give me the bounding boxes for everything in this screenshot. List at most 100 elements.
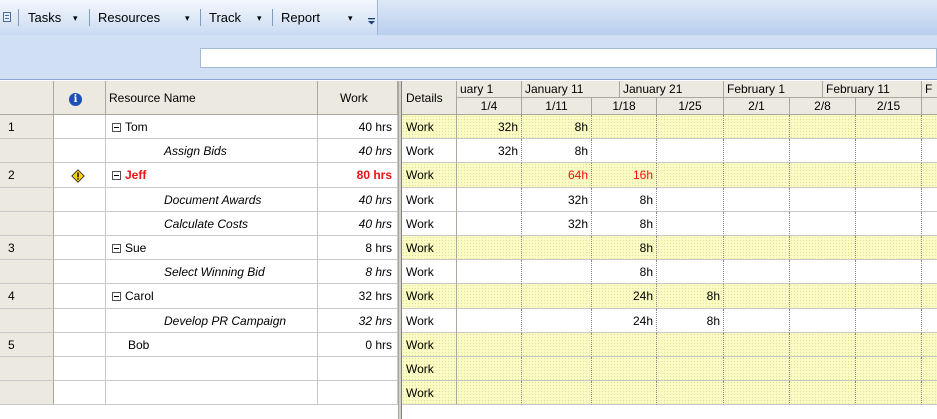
usage-cell[interactable] — [724, 187, 790, 212]
usage-cell[interactable] — [592, 139, 657, 164]
usage-cell[interactable]: 24h — [592, 284, 657, 309]
toolbar-grip-icon[interactable] — [3, 12, 11, 22]
usage-cell[interactable] — [522, 357, 592, 382]
resource-name[interactable] — [106, 357, 318, 382]
row-number[interactable]: 1 — [0, 115, 54, 140]
timescale-week[interactable] — [922, 98, 937, 115]
resource-name[interactable] — [106, 381, 318, 406]
details-header[interactable]: Details — [402, 81, 457, 115]
resource-name[interactable]: Sue — [106, 236, 318, 261]
toolbar-overflow-icon[interactable] — [367, 12, 376, 26]
usage-cell[interactable] — [856, 357, 922, 382]
resources-menu[interactable]: Resources — [98, 10, 161, 25]
row-number[interactable] — [0, 357, 54, 382]
timescale-week[interactable]: 1/4 — [457, 98, 522, 115]
warning-icon[interactable] — [71, 169, 85, 184]
usage-cell[interactable] — [457, 357, 522, 382]
assignment-name[interactable]: Calculate Costs — [106, 211, 318, 236]
row-number[interactable]: 5 — [0, 332, 54, 357]
usage-cell[interactable] — [790, 381, 856, 406]
usage-cell[interactable] — [922, 115, 937, 140]
timescale-period[interactable]: January 21 — [620, 81, 724, 98]
usage-cell[interactable] — [457, 284, 522, 309]
assignment-name[interactable]: Develop PR Campaign — [106, 308, 318, 333]
resource-name[interactable]: Carol — [106, 284, 318, 309]
usage-cell[interactable] — [724, 236, 790, 261]
usage-cell[interactable] — [592, 357, 657, 382]
usage-cell[interactable]: 24h — [592, 308, 657, 333]
track-menu[interactable]: Track — [209, 10, 242, 25]
usage-cell[interactable] — [592, 381, 657, 406]
resources-dropdown-icon[interactable]: ▾ — [185, 13, 190, 23]
timescale-period[interactable]: uary 1 — [457, 81, 522, 98]
resource-work[interactable]: 0 hrs — [318, 332, 398, 357]
usage-cell[interactable] — [522, 284, 592, 309]
usage-cell[interactable]: 32h — [522, 187, 592, 212]
usage-cell[interactable]: 8h — [592, 236, 657, 261]
tasks-menu[interactable]: Tasks — [28, 10, 62, 25]
usage-cell[interactable] — [922, 188, 937, 212]
resource-name[interactable]: Tom — [106, 115, 318, 140]
assignment-work[interactable]: 32 hrs — [318, 308, 398, 333]
usage-cell[interactable] — [922, 381, 937, 406]
usage-cell[interactable] — [724, 308, 790, 333]
row-number[interactable] — [0, 187, 54, 212]
row-number[interactable] — [0, 260, 54, 285]
usage-cell[interactable] — [922, 357, 937, 382]
usage-cell[interactable] — [457, 236, 522, 261]
usage-cell[interactable] — [457, 187, 522, 212]
row-number[interactable] — [0, 211, 54, 236]
usage-cell[interactable] — [657, 139, 724, 164]
assignment-name[interactable]: Document Awards — [106, 187, 318, 212]
usage-cell[interactable] — [657, 187, 724, 212]
timescale-period[interactable]: F — [922, 81, 937, 98]
usage-cell[interactable] — [657, 357, 724, 382]
assignment-work[interactable]: 40 hrs — [318, 139, 398, 164]
usage-cell[interactable]: 8h — [592, 260, 657, 285]
row-number[interactable] — [0, 308, 54, 333]
usage-cell[interactable] — [790, 115, 856, 140]
usage-cell[interactable]: 8h — [592, 187, 657, 212]
usage-cell[interactable] — [922, 260, 937, 285]
usage-cell[interactable] — [522, 308, 592, 333]
usage-cell[interactable] — [856, 236, 922, 261]
usage-cell[interactable]: 32h — [457, 139, 522, 164]
usage-cell[interactable] — [522, 381, 592, 406]
resource-work[interactable]: 32 hrs — [318, 284, 398, 309]
resource-work[interactable]: 40 hrs — [318, 115, 398, 140]
usage-cell[interactable] — [856, 115, 922, 140]
usage-cell[interactable] — [724, 357, 790, 382]
timescale-week[interactable]: 1/25 — [657, 98, 724, 115]
resource-work[interactable] — [318, 357, 398, 382]
usage-cell[interactable] — [724, 260, 790, 285]
indicators-header[interactable]: i — [54, 81, 106, 115]
usage-cell[interactable] — [592, 115, 657, 140]
usage-cell[interactable] — [457, 163, 522, 188]
usage-cell[interactable]: 32h — [522, 211, 592, 236]
usage-cell[interactable] — [724, 139, 790, 164]
usage-cell[interactable] — [724, 381, 790, 406]
usage-cell[interactable] — [856, 187, 922, 212]
usage-cell[interactable] — [856, 211, 922, 236]
usage-cell[interactable] — [922, 163, 937, 188]
usage-cell[interactable] — [522, 332, 592, 357]
usage-cell[interactable] — [592, 332, 657, 357]
timescale-week[interactable]: 2/8 — [790, 98, 856, 115]
row-number[interactable]: 3 — [0, 236, 54, 261]
assignment-name[interactable]: Select Winning Bid — [106, 260, 318, 285]
resource-work[interactable] — [318, 381, 398, 406]
usage-cell[interactable] — [856, 139, 922, 164]
row-number[interactable] — [0, 381, 54, 406]
usage-cell[interactable] — [790, 163, 856, 188]
usage-cell[interactable] — [657, 332, 724, 357]
collapse-icon[interactable] — [112, 292, 121, 302]
usage-cell[interactable] — [724, 211, 790, 236]
usage-cell[interactable] — [457, 211, 522, 236]
timescale-week[interactable]: 1/18 — [592, 98, 657, 115]
usage-cell[interactable] — [790, 308, 856, 333]
collapse-icon[interactable] — [112, 171, 121, 181]
usage-cell[interactable]: 16h — [592, 163, 657, 188]
usage-cell[interactable]: 32h — [457, 115, 522, 140]
usage-cell[interactable]: 8h — [592, 211, 657, 236]
usage-cell[interactable] — [856, 332, 922, 357]
